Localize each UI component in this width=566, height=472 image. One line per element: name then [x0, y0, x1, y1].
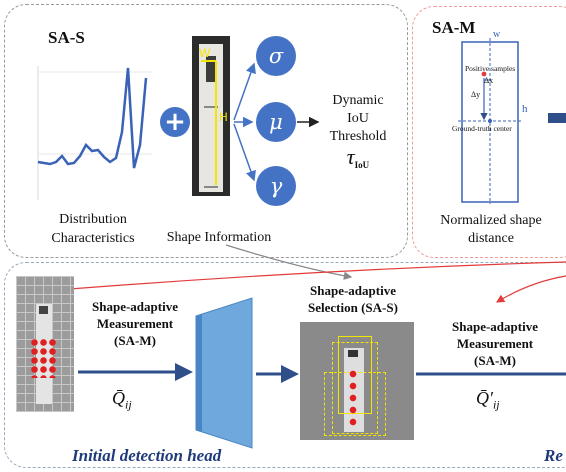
sam-pipeline-label-2: Shape-adaptive Measurement (SA-M) — [452, 319, 538, 368]
shape-photo — [192, 36, 230, 196]
refine-head-label-cut: Re — [544, 446, 563, 465]
q-label-2: Q̄′ij — [476, 388, 500, 413]
sam-h-label: h — [522, 103, 528, 115]
positive-samples-label: Positive samples — [465, 64, 516, 73]
sam-pipeline-label-1: Shape-adaptive Measurement (SA-M) — [92, 299, 178, 348]
selection-image — [300, 322, 414, 440]
q-label-1: Q̄ij — [112, 388, 132, 413]
sam-w-label: w — [493, 29, 501, 40]
gt-center-label: Ground-truth center — [452, 124, 512, 133]
threshold-subscript: IoU — [354, 159, 370, 170]
plus-icon: + — [160, 107, 190, 137]
sam-delta-y: Δy — [471, 90, 481, 99]
sas-panel — [4, 4, 408, 258]
gamma-param-icon: γ — [256, 166, 296, 206]
width-marker: W — [199, 46, 211, 60]
q-subscript-1: ij — [125, 397, 132, 412]
distribution-label: Distribution Characteristics — [51, 212, 135, 246]
sam-delta-x: Δx — [484, 76, 494, 85]
q-symbol-1: Q̄ — [112, 388, 125, 408]
threshold-line-2: IoU — [347, 111, 369, 126]
input-grid-image — [16, 276, 74, 412]
initial-head-label: Initial detection head — [72, 446, 222, 465]
q-subscript-2: ij — [492, 397, 500, 412]
sas-pipeline-label: Shape-adaptive Selection (SA-S) — [308, 283, 398, 315]
threshold-line-1: Dynamic — [332, 93, 384, 108]
sam-panel — [412, 6, 566, 258]
distribution-series — [37, 67, 148, 169]
height-marker: H — [219, 110, 228, 124]
sigma-param-icon: σ — [256, 36, 296, 76]
sam-title: SA-M — [432, 18, 476, 37]
threshold-label: Dynamic IoU Threshold τIoU — [322, 92, 394, 174]
sam-caption: Normalized shape distance — [440, 213, 542, 246]
sas-title: SA-S — [48, 28, 85, 47]
mu-param-icon: μ — [256, 102, 296, 142]
q-symbol-2: Q̄′ — [476, 388, 493, 408]
threshold-line-3: Threshold — [329, 129, 387, 144]
threshold-symbol: τ — [346, 144, 355, 169]
shape-label: Shape Information — [166, 230, 272, 245]
